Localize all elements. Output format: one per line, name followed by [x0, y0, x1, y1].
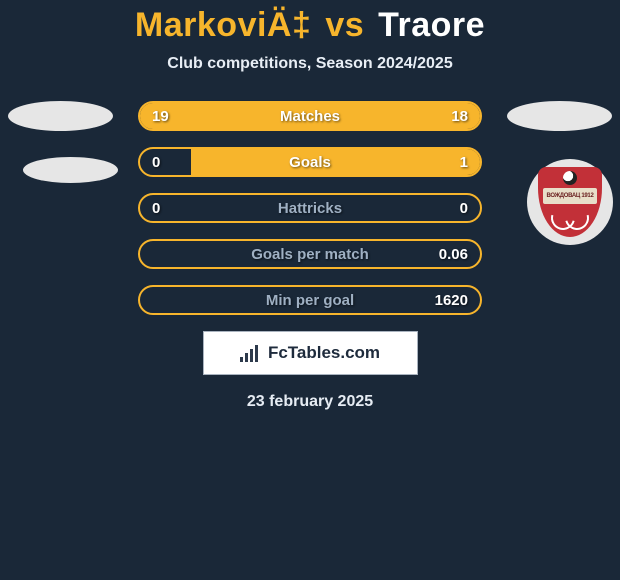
title-player1: MarkoviÄ‡	[135, 6, 311, 44]
stat-value-right: 0.06	[439, 241, 468, 267]
stat-row: Min per goal1620	[138, 285, 482, 315]
club-shield-icon: ВОЖДОВАЦ 1912	[538, 167, 602, 237]
dragon-swirl-icon	[551, 206, 589, 230]
footer-brand-text: FcTables.com	[268, 343, 380, 363]
stat-value-right: 0	[460, 195, 468, 221]
shield-banner: ВОЖДОВАЦ 1912	[543, 188, 597, 204]
footer-brand-box: FcTables.com	[203, 331, 418, 375]
page-title: MarkoviÄ‡ vs Traore	[0, 0, 620, 45]
stat-label: Goals	[140, 149, 480, 175]
stat-row: 0Goals1	[138, 147, 482, 177]
stat-label: Goals per match	[140, 241, 480, 267]
subtitle: Club competitions, Season 2024/2025	[0, 55, 620, 73]
date-text: 23 february 2025	[0, 393, 620, 411]
chart-icon	[240, 344, 262, 362]
player1-avatar-placeholder-bottom	[23, 157, 118, 183]
title-vs: vs	[325, 6, 364, 44]
player1-avatar-placeholder-top	[8, 101, 113, 131]
stat-row: 0Hattricks0	[138, 193, 482, 223]
stat-row: 19Matches18	[138, 101, 482, 131]
stat-value-right: 1	[460, 149, 468, 175]
title-player2: Traore	[378, 6, 485, 44]
stat-row: Goals per match0.06	[138, 239, 482, 269]
player2-avatar-placeholder	[507, 101, 612, 131]
stat-label: Min per goal	[140, 287, 480, 313]
stat-value-right: 1620	[435, 287, 468, 313]
stat-label: Matches	[140, 103, 480, 129]
player2-club-badge: ВОЖДОВАЦ 1912	[527, 159, 613, 245]
comparison-content: ВОЖДОВАЦ 1912 19Matches180Goals10Hattric…	[0, 101, 620, 315]
stat-label: Hattricks	[140, 195, 480, 221]
stats-bars: 19Matches180Goals10Hattricks0Goals per m…	[138, 101, 482, 315]
stat-value-right: 18	[451, 103, 468, 129]
ball-icon	[563, 171, 577, 185]
